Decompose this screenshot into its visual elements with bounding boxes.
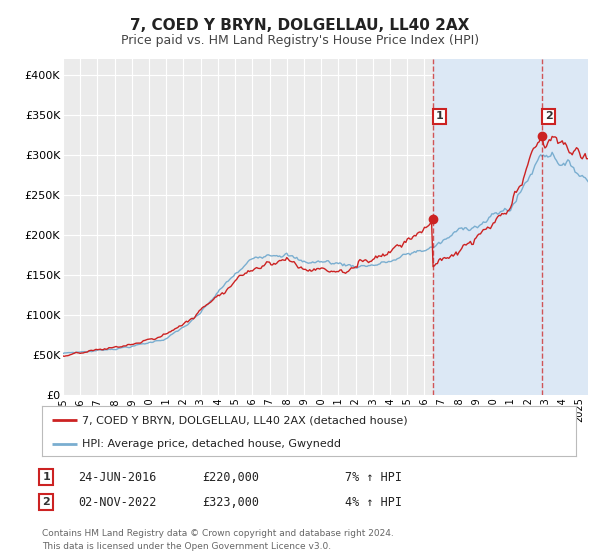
Text: 2: 2 xyxy=(43,497,50,507)
Text: Contains HM Land Registry data © Crown copyright and database right 2024.
This d: Contains HM Land Registry data © Crown c… xyxy=(42,529,394,550)
Text: Price paid vs. HM Land Registry's House Price Index (HPI): Price paid vs. HM Land Registry's House … xyxy=(121,34,479,47)
Text: 2: 2 xyxy=(545,111,553,122)
Text: £220,000: £220,000 xyxy=(203,470,260,484)
Text: HPI: Average price, detached house, Gwynedd: HPI: Average price, detached house, Gwyn… xyxy=(82,439,341,449)
Text: 02-NOV-2022: 02-NOV-2022 xyxy=(78,496,156,509)
Text: 7, COED Y BRYN, DOLGELLAU, LL40 2AX (detached house): 7, COED Y BRYN, DOLGELLAU, LL40 2AX (det… xyxy=(82,415,407,425)
Text: 7, COED Y BRYN, DOLGELLAU, LL40 2AX: 7, COED Y BRYN, DOLGELLAU, LL40 2AX xyxy=(130,18,470,32)
Text: £323,000: £323,000 xyxy=(203,496,260,509)
Bar xyxy=(433,59,588,395)
Text: 1: 1 xyxy=(436,111,443,122)
Text: 7% ↑ HPI: 7% ↑ HPI xyxy=(345,470,402,484)
Text: 4% ↑ HPI: 4% ↑ HPI xyxy=(345,496,402,509)
Text: 1: 1 xyxy=(43,472,50,482)
Text: 24-JUN-2016: 24-JUN-2016 xyxy=(78,470,156,484)
